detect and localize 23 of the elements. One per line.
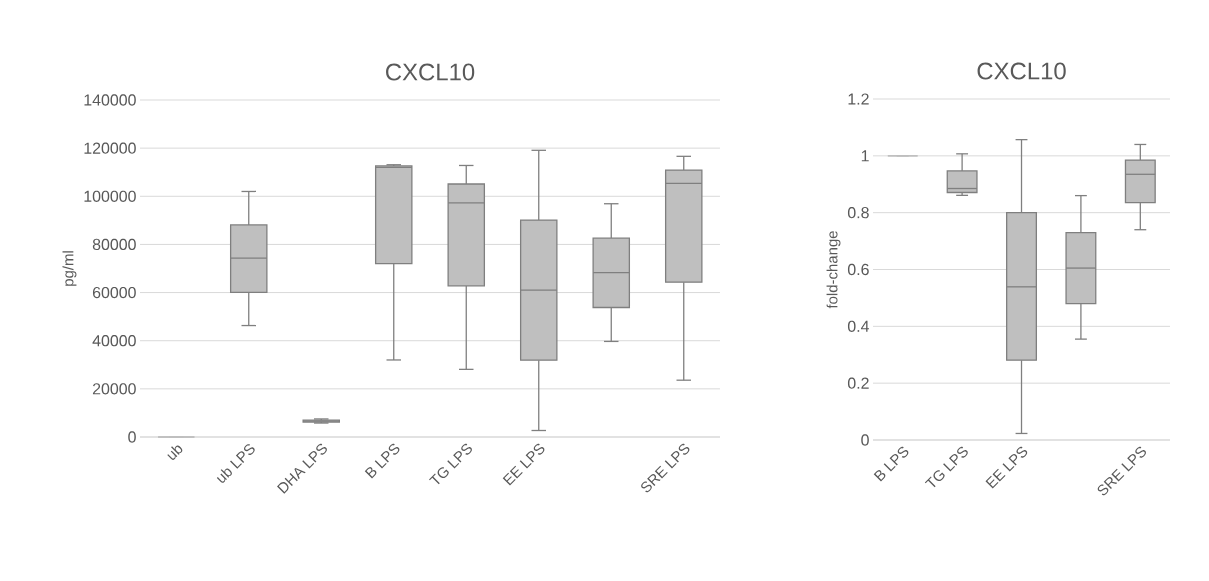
y-axis-title: pg/ml xyxy=(62,251,77,286)
y-tick-label: 0 xyxy=(861,434,869,446)
y-axis-title: fold-change xyxy=(826,231,841,309)
x-tick-label: ub xyxy=(167,445,183,460)
y-tick-label: 100000 xyxy=(84,190,136,202)
y-tick-label: 20000 xyxy=(92,383,136,395)
y-tick-label: 40000 xyxy=(92,335,136,347)
y-tick-label: 0.6 xyxy=(847,263,869,276)
y-tick-label: 60000 xyxy=(92,286,136,299)
y-tick-label: 80000 xyxy=(92,238,136,251)
chart-title: CXCL10 xyxy=(977,62,1066,80)
y-tick-label: 0 xyxy=(128,431,136,443)
y-tick-label: 0.4 xyxy=(847,320,870,332)
x-tick-label: B LPS xyxy=(873,446,909,482)
y-tick-label: 120000 xyxy=(84,142,136,154)
y-tick-label: 1 xyxy=(861,150,869,162)
y-tick-label: 0.2 xyxy=(847,377,869,389)
chart-title: CXCL10 xyxy=(386,63,475,81)
y-tick-label: 0.8 xyxy=(847,207,869,219)
y-tick-label: 1.2 xyxy=(848,93,869,105)
x-tick-label: B LPS xyxy=(364,443,400,479)
y-tick-label: 140000 xyxy=(84,94,136,106)
x-tick-label: EE LPS xyxy=(502,443,545,486)
